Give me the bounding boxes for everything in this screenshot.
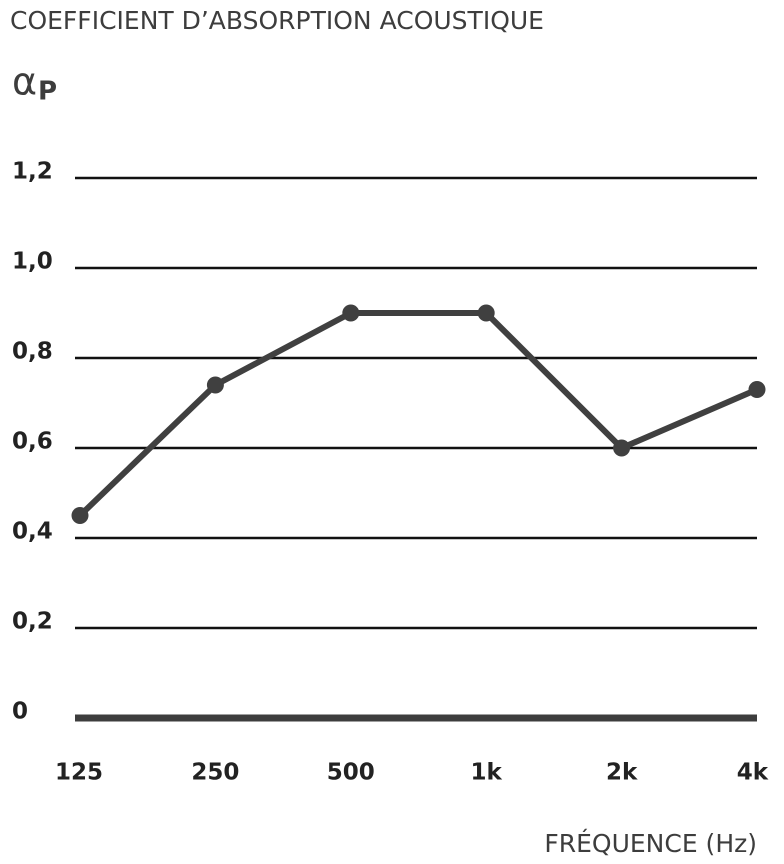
y-tick-label: 0,8 xyxy=(12,339,53,365)
data-point xyxy=(477,304,495,322)
data-line xyxy=(77,310,759,518)
x-tick-label: 4k xyxy=(737,760,769,786)
x-tick-label: 250 xyxy=(191,760,239,786)
x-tick-label: 2k xyxy=(606,760,638,786)
data-point xyxy=(342,304,360,322)
y-tick-label: 0,2 xyxy=(12,609,53,635)
data-point xyxy=(613,439,631,457)
x-axis-label: FRÉQUENCE (Hz) xyxy=(544,829,757,858)
data-point xyxy=(71,507,89,524)
x-tick-label: 125 xyxy=(55,760,103,786)
x-tick-label: 1k xyxy=(471,760,503,786)
y-axis-label: α xyxy=(12,60,37,104)
data-point xyxy=(206,376,224,394)
y-axis-label-subscript: P xyxy=(38,77,57,107)
data-point xyxy=(748,381,766,398)
y-tick-label: 1,0 xyxy=(12,249,53,275)
chart-title: COEFFICIENT D’ABSORPTION ACOUSTIQUE xyxy=(10,6,544,35)
y-tick-label: 1,2 xyxy=(12,159,53,185)
y-tick-label: 0,4 xyxy=(12,519,53,545)
y-tick-label: 0,6 xyxy=(12,429,53,455)
x-tick-label: 500 xyxy=(327,760,375,786)
y-tick-label: 0 xyxy=(12,699,28,725)
